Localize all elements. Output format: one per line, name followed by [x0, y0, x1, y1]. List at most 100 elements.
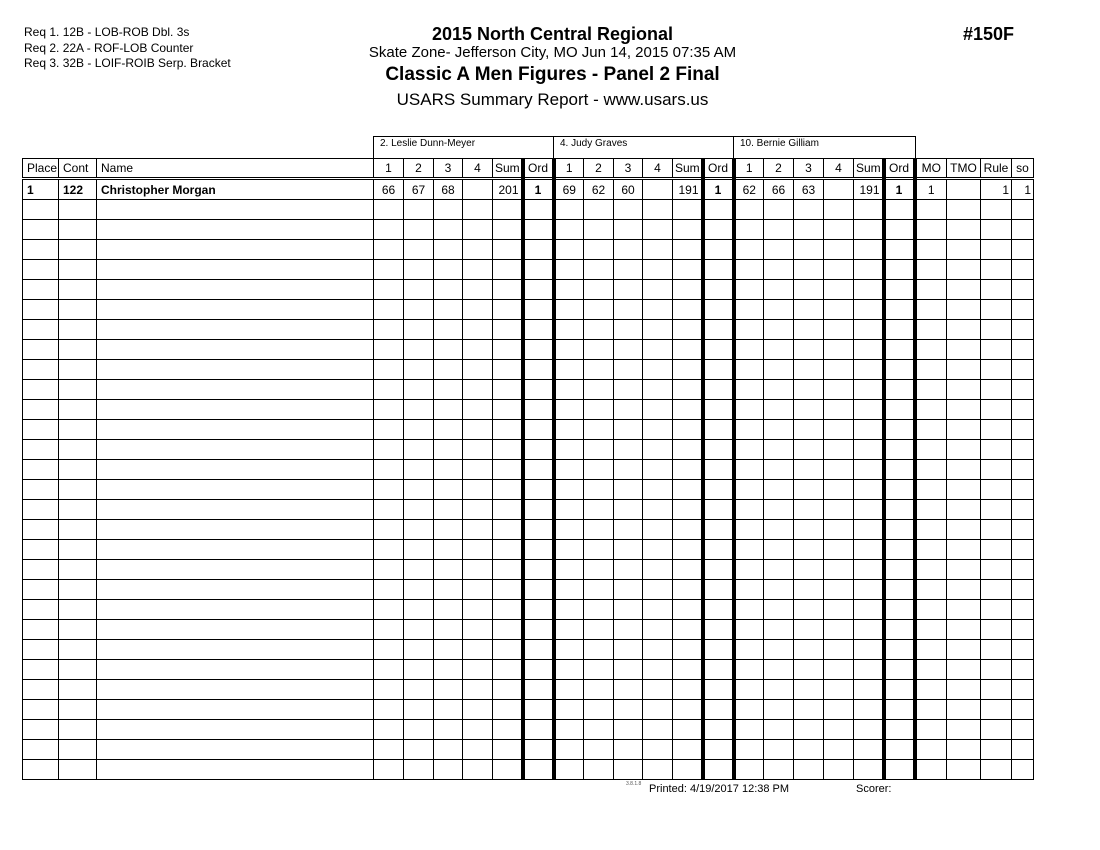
empty-cell [492, 619, 525, 640]
empty-cell [980, 699, 1012, 720]
col-judge3-ord: Ord [883, 158, 917, 180]
empty-cell [492, 759, 525, 780]
empty-cell [642, 259, 673, 280]
empty-cell [823, 599, 854, 620]
empty-cell [914, 679, 947, 700]
empty-cell [58, 499, 97, 520]
empty-cell [733, 659, 764, 680]
empty-cell [883, 639, 917, 660]
empty-cell [733, 219, 764, 240]
empty-cell [462, 299, 493, 320]
empty-cell [492, 519, 525, 540]
empty-cell [793, 619, 824, 640]
empty-cell [583, 199, 614, 220]
empty-cell [980, 619, 1012, 640]
empty-cell [583, 739, 614, 760]
empty-cell [672, 279, 705, 300]
empty-cell [883, 579, 917, 600]
empty-cell [492, 719, 525, 740]
empty-cell [613, 679, 643, 700]
empty-cell [883, 479, 917, 500]
empty-cell [553, 739, 584, 760]
empty-cell [96, 199, 374, 220]
empty-cell [373, 459, 404, 480]
empty-cell [883, 619, 917, 640]
empty-cell [58, 399, 97, 420]
empty-cell [1011, 739, 1034, 760]
empty-cell [462, 539, 493, 560]
empty-cell [22, 519, 59, 540]
empty-cell [702, 379, 736, 400]
empty-cell [763, 519, 794, 540]
empty-cell [58, 619, 97, 640]
empty-cell [733, 719, 764, 740]
empty-cell [823, 459, 854, 480]
empty-cell [980, 319, 1012, 340]
empty-cell [1011, 599, 1034, 620]
empty-cell [433, 199, 463, 220]
empty-cell [733, 399, 764, 420]
empty-cell [492, 559, 525, 580]
empty-cell [613, 339, 643, 360]
empty-cell [58, 479, 97, 500]
empty-cell [733, 699, 764, 720]
empty-cell [613, 259, 643, 280]
empty-cell [702, 479, 736, 500]
empty-row [22, 659, 1034, 680]
empty-cell [763, 599, 794, 620]
empty-cell [793, 359, 824, 380]
sum-cell: 191 [672, 178, 705, 200]
empty-cell [733, 639, 764, 660]
empty-cell [433, 639, 463, 660]
empty-cell [553, 439, 584, 460]
empty-cell [613, 219, 643, 240]
sum-cell: 191 [853, 178, 886, 200]
empty-cell [583, 759, 614, 780]
empty-cell [22, 619, 59, 640]
empty-cell [613, 239, 643, 260]
empty-cell [914, 439, 947, 460]
empty-cell [462, 559, 493, 580]
empty-cell [642, 339, 673, 360]
empty-cell [492, 459, 525, 480]
empty-cell [853, 539, 886, 560]
empty-row [22, 279, 1034, 300]
empty-cell [853, 219, 886, 240]
empty-cell [793, 479, 824, 500]
empty-cell [853, 599, 886, 620]
empty-cell [22, 279, 59, 300]
empty-cell [58, 659, 97, 680]
empty-cell [793, 319, 824, 340]
empty-cell [1011, 339, 1034, 360]
empty-cell [583, 379, 614, 400]
empty-cell [946, 259, 981, 280]
sum-cell: 201 [492, 178, 525, 200]
empty-cell [980, 399, 1012, 420]
empty-cell [853, 459, 886, 480]
empty-cell [522, 619, 556, 640]
empty-cell [946, 599, 981, 620]
empty-cell [462, 439, 493, 460]
empty-cell [946, 379, 981, 400]
empty-cell [823, 419, 854, 440]
empty-cell [642, 299, 673, 320]
empty-cell [583, 299, 614, 320]
empty-cell [793, 439, 824, 460]
empty-cell [522, 339, 556, 360]
empty-cell [763, 659, 794, 680]
empty-cell [853, 559, 886, 580]
empty-cell [492, 659, 525, 680]
empty-cell [980, 299, 1012, 320]
empty-cell [373, 199, 404, 220]
empty-cell [492, 399, 525, 420]
empty-cell [553, 499, 584, 520]
empty-cell [492, 579, 525, 600]
empty-cell [553, 399, 584, 420]
version-label: 3.8.1.8 [626, 781, 642, 787]
empty-cell [553, 199, 584, 220]
empty-cell [823, 619, 854, 640]
empty-cell [946, 479, 981, 500]
empty-cell [433, 679, 463, 700]
empty-cell [403, 359, 434, 380]
empty-cell [793, 279, 824, 300]
